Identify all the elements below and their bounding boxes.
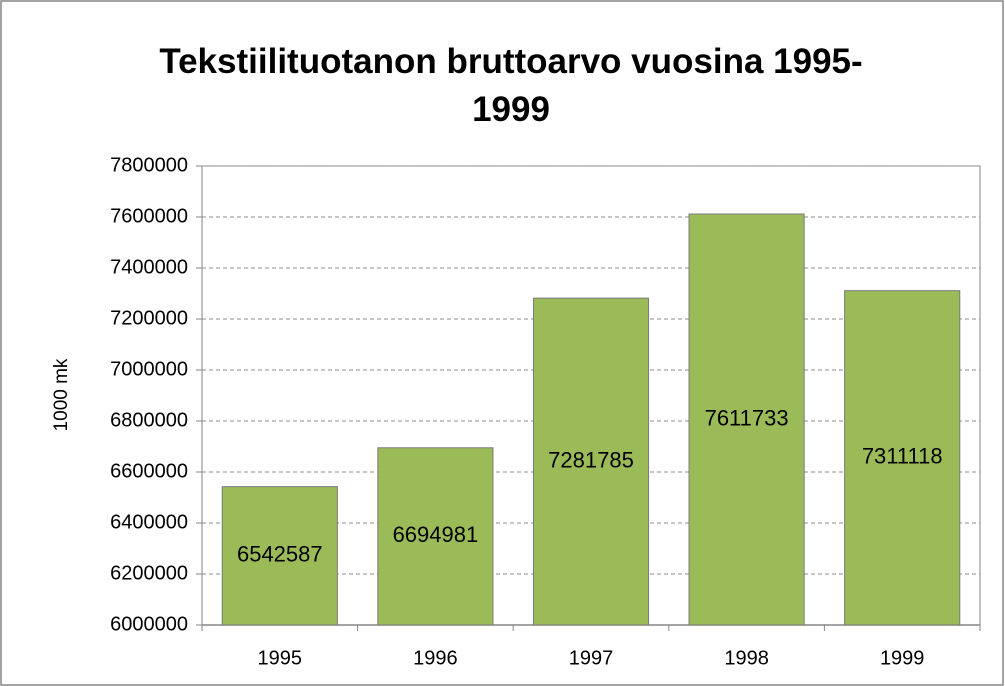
y-tick-label: 6800000 <box>110 409 188 431</box>
y-tick-label: 6200000 <box>110 562 188 584</box>
chart-title: Tekstiilituotanon bruttoarvo vuosina 199… <box>159 42 863 129</box>
data-label: 6542587 <box>237 542 323 567</box>
y-tick-label: 6000000 <box>110 613 188 635</box>
data-label: 7311118 <box>862 444 943 469</box>
bar <box>688 213 805 626</box>
x-tick-label: 1995 <box>258 647 303 669</box>
data-label: 7281785 <box>548 447 634 472</box>
y-tick-label: 6600000 <box>110 460 188 482</box>
y-tick-label: 7000000 <box>110 358 188 380</box>
y-tick-label: 7800000 <box>110 154 188 176</box>
y-tick-label: 7600000 <box>110 205 188 227</box>
y-tick-label: 6400000 <box>110 511 188 533</box>
y-tick-label: 7200000 <box>110 307 188 329</box>
y-tick-label: 7400000 <box>110 256 188 278</box>
bar <box>221 486 338 626</box>
x-tick-label: 1996 <box>413 647 458 669</box>
x-tick-label: 1999 <box>880 647 925 669</box>
y-axis-label: 1000 mk <box>51 358 72 431</box>
bar <box>532 297 650 626</box>
data-label: 6694981 <box>393 522 479 547</box>
bar <box>377 447 494 626</box>
bar <box>844 290 961 626</box>
x-tick-label: 1998 <box>724 647 769 669</box>
x-tick-label: 1997 <box>569 647 614 669</box>
data-label: 7611733 <box>705 405 789 430</box>
